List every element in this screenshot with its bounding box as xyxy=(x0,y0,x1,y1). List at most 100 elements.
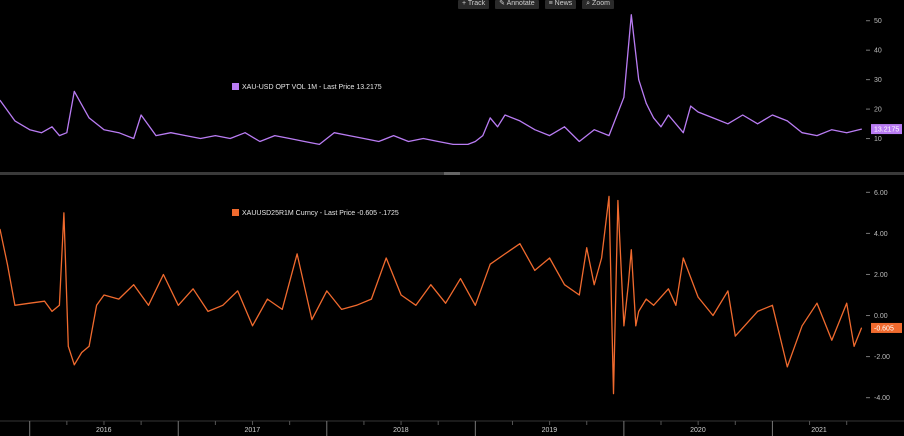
data-point xyxy=(363,138,365,140)
data-point xyxy=(133,138,135,140)
data-point xyxy=(534,269,536,271)
data-point xyxy=(333,132,335,134)
data-point xyxy=(66,132,68,134)
data-point xyxy=(667,288,669,290)
legend-box xyxy=(229,208,417,218)
data-point xyxy=(742,114,744,116)
data-point xyxy=(318,143,320,145)
data-point xyxy=(29,129,31,131)
data-point xyxy=(200,138,202,140)
x-tick-label: 2021 xyxy=(811,427,827,434)
data-point xyxy=(861,327,863,329)
data-point xyxy=(712,315,714,317)
panel-1: 10 20 30 40 50 XAU-USD OPT VOL 1M - Last Pric… xyxy=(0,14,902,146)
x-axis: 2016 2017 2018 2019 2020 2021 xyxy=(29,421,848,436)
last-price-label: 13.2175 xyxy=(874,127,899,134)
data-point xyxy=(474,140,476,142)
toolbar-annotate-button[interactable]: ✎ Annotate xyxy=(495,0,539,9)
data-point xyxy=(385,257,387,259)
data-point xyxy=(627,284,629,286)
x-tick-label: 2019 xyxy=(542,427,558,434)
data-point xyxy=(519,243,521,245)
y-tick-label: 2.00 xyxy=(874,272,888,279)
data-point xyxy=(712,117,714,119)
data-point xyxy=(162,273,164,275)
data-point xyxy=(44,300,46,302)
data-point xyxy=(88,345,90,347)
data-point xyxy=(185,135,187,137)
x-tick-label: 2020 xyxy=(690,427,706,434)
y-tick-label: 0.00 xyxy=(874,313,888,320)
data-point xyxy=(612,393,614,395)
data-point xyxy=(489,117,491,119)
data-point xyxy=(326,290,328,292)
data-point xyxy=(133,284,135,286)
data-point xyxy=(816,135,818,137)
toolbar-track-button[interactable]: + Track xyxy=(458,0,490,9)
divider-handle[interactable] xyxy=(444,172,460,175)
data-point xyxy=(51,126,53,128)
data-point xyxy=(771,304,773,306)
data-point xyxy=(467,143,469,145)
toolbar-news-button[interactable]: ≡ News xyxy=(544,0,577,9)
data-point xyxy=(304,140,306,142)
data-point xyxy=(140,114,142,116)
data-point xyxy=(608,135,610,137)
data-point xyxy=(638,310,640,312)
data-point xyxy=(786,120,788,122)
data-point xyxy=(846,302,848,304)
data-point xyxy=(214,135,216,137)
data-point xyxy=(370,298,372,300)
x-tick-label: 2018 xyxy=(393,427,409,434)
data-point xyxy=(831,129,833,131)
legend-text: XAU-USD OPT VOL 1M - Last Price 13.2175 xyxy=(242,84,382,91)
data-point xyxy=(73,90,75,92)
y-tick-label: 30 xyxy=(874,77,882,84)
data-point xyxy=(6,263,8,265)
data-point xyxy=(177,304,179,306)
data-point xyxy=(563,126,565,128)
last-price-tag xyxy=(871,124,902,135)
data-point xyxy=(727,123,729,125)
data-point xyxy=(504,114,506,116)
data-point xyxy=(415,304,417,306)
legend-swatch xyxy=(232,209,239,216)
data-point xyxy=(504,253,506,255)
data-point xyxy=(81,352,83,353)
data-point xyxy=(697,296,699,298)
plus-icon: + xyxy=(462,0,468,7)
data-point xyxy=(437,140,439,142)
data-point xyxy=(41,132,43,134)
data-point xyxy=(757,310,759,312)
data-point xyxy=(237,290,239,292)
data-point xyxy=(653,304,655,306)
data-point xyxy=(586,247,588,249)
data-point xyxy=(593,129,595,131)
toolbar-label: News xyxy=(554,0,573,7)
data-point xyxy=(244,132,246,134)
data-point xyxy=(222,304,224,306)
data-point xyxy=(853,345,855,347)
data-point xyxy=(452,143,454,145)
data-point xyxy=(252,325,254,327)
pencil-icon: ✎ xyxy=(499,0,507,7)
data-point xyxy=(638,79,640,81)
data-point xyxy=(103,129,105,131)
toolbar-zoom-button[interactable]: ⌕ Zoom xyxy=(582,0,614,9)
data-point xyxy=(623,325,625,327)
data-point xyxy=(155,135,157,137)
data-point xyxy=(771,114,773,116)
data-point xyxy=(474,304,476,306)
data-point xyxy=(259,140,261,142)
data-point xyxy=(648,108,650,110)
data-point xyxy=(757,123,759,125)
data-point xyxy=(801,132,803,134)
data-point xyxy=(73,364,75,366)
data-point xyxy=(630,14,632,16)
legend-swatch xyxy=(232,83,239,90)
data-point xyxy=(51,310,53,312)
data-point xyxy=(742,327,744,329)
data-point xyxy=(58,135,60,137)
data-point xyxy=(549,135,551,137)
